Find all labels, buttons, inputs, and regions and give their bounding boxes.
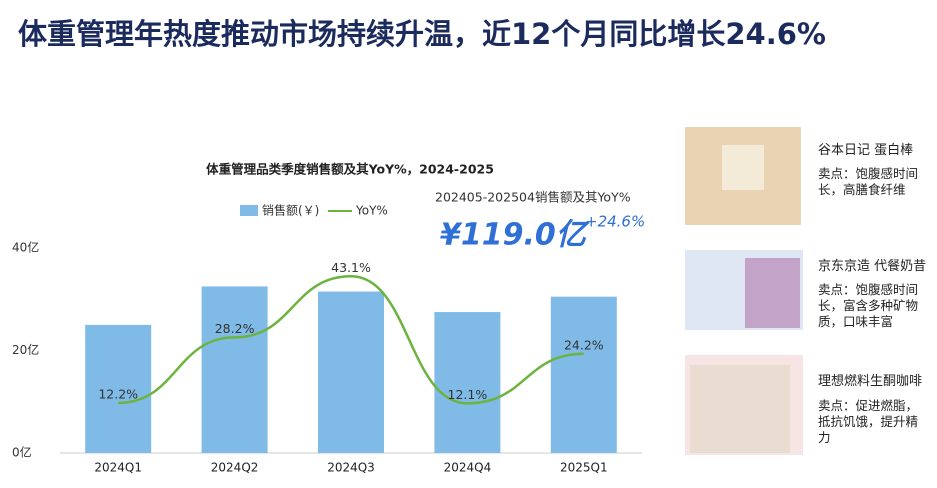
y-tick-label: 0亿 — [12, 445, 32, 460]
chart-title: 体重管理品类季度销售额及其YoY%，2024-2025 — [206, 162, 494, 177]
bar — [201, 286, 268, 453]
y-tick-label: 40亿 — [12, 240, 39, 255]
x-tick-label: 2025Q1 — [560, 461, 608, 475]
x-tick-label: 2024Q3 — [327, 461, 375, 475]
product-image-detail — [745, 258, 800, 328]
product-name: 谷本日记 蛋白棒 — [818, 143, 914, 158]
x-tick-label: 2024Q1 — [94, 461, 142, 475]
page-title: 体重管理年热度推动市场持续升温，近12个月同比增长24.6% — [18, 17, 826, 51]
data-label: 28.2% — [215, 321, 255, 336]
product-desc: 卖点：促进燃脂，抵抗饥饿，提升精力 — [818, 398, 919, 445]
bar — [550, 296, 617, 453]
bar — [318, 291, 384, 453]
product-desc: 卖点：饱腹感时间长，富含多种矿物质，口味丰富 — [818, 282, 919, 329]
product-name: 理想燃料生酮咖啡 — [818, 374, 923, 389]
y-tick-label: 20亿 — [12, 342, 39, 357]
annotation: ¥119.0亿 — [440, 218, 590, 253]
legend-label: 销售额(￥) — [262, 203, 319, 218]
data-label: 12.1% — [448, 387, 488, 402]
annotation: +24.6% — [585, 213, 645, 231]
product-name: 京东京造 代餐奶昔 — [818, 259, 927, 274]
annotation: 202405-202504销售额及其YoY% — [435, 190, 631, 205]
bar — [85, 324, 152, 453]
legend-label: YoY% — [355, 204, 388, 218]
data-label: 12.2% — [98, 386, 138, 401]
product-image-detail — [722, 145, 764, 190]
x-tick-label: 2024Q2 — [211, 461, 259, 475]
data-label: 24.2% — [564, 337, 604, 352]
product-desc: 卖点：饱腹感时间长，高膳食纤维 — [818, 166, 919, 197]
product-image-detail — [690, 365, 790, 453]
data-label: 43.1% — [331, 260, 371, 275]
x-tick-label: 2024Q4 — [444, 461, 492, 475]
bar — [434, 312, 501, 453]
legend-swatch — [240, 205, 258, 216]
line — [118, 275, 584, 405]
